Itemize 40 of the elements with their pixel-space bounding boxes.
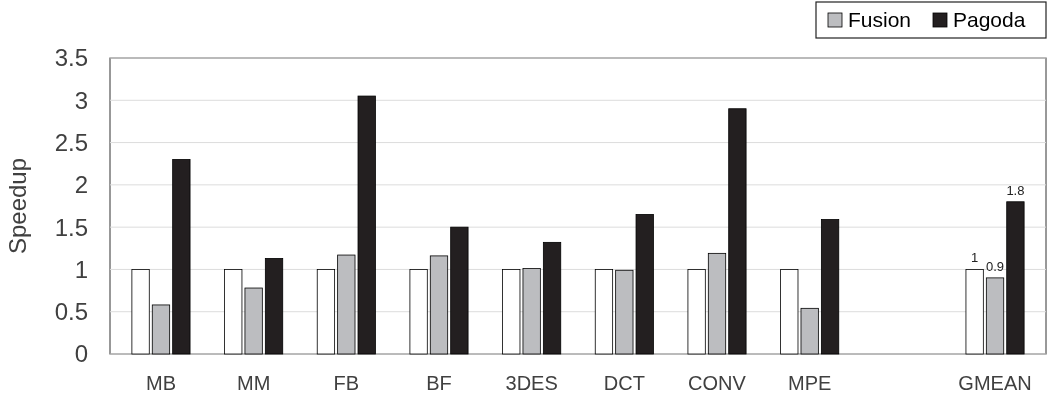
y-tick-label: 1.5 [54, 213, 88, 241]
data-label: 1 [971, 250, 979, 266]
y-tick-label: 3.5 [54, 44, 88, 72]
bar [542, 241, 562, 355]
legend-label: Pagoda [953, 8, 1026, 32]
x-tick-label: MPE [788, 372, 832, 394]
y-tick-label: 2.5 [54, 128, 88, 156]
bar [985, 277, 1005, 355]
bar [316, 269, 336, 355]
x-tick-label: BF [426, 372, 452, 394]
x-tick-label: MM [236, 372, 271, 394]
y-tick-label: 1 [74, 255, 88, 283]
x-tick-label: GMEAN [958, 372, 1032, 394]
bar [594, 269, 614, 355]
legend-label: Fusion [848, 8, 912, 32]
x-tick-label: FB [333, 372, 360, 394]
data-label: 1.8 [1006, 182, 1025, 198]
y-tick-label: 3 [74, 86, 88, 114]
x-tick-label: DCT [603, 372, 645, 394]
bar [728, 108, 747, 355]
bar [820, 219, 840, 355]
bar [687, 269, 706, 355]
data-label: 0.9 [985, 258, 1005, 274]
bar [429, 255, 449, 355]
bar [409, 269, 428, 355]
bar [707, 252, 727, 355]
x-tick-label: 3DES [505, 372, 558, 394]
bar [264, 258, 284, 355]
bar [1006, 201, 1025, 355]
x-tick-label: MB [145, 372, 176, 394]
y-tick-label: 2 [74, 171, 88, 199]
bar [151, 304, 171, 355]
bar [172, 159, 191, 355]
bar [131, 269, 150, 355]
y-tick-label: 0 [74, 340, 88, 368]
bar [450, 226, 469, 355]
bar [965, 269, 984, 355]
y-tick-label: 0.5 [54, 298, 88, 326]
x-tick-label: CONV [688, 372, 747, 394]
y-axis-title: Speedup [4, 157, 31, 255]
